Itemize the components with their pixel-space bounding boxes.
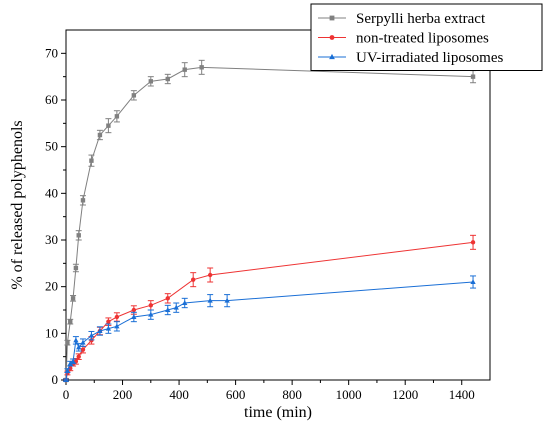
data-point (65, 340, 70, 345)
data-point (89, 158, 94, 163)
x-tick-label: 0 (63, 387, 70, 402)
y-tick-label: 30 (45, 232, 58, 247)
legend-label: UV-irradiated liposomes (356, 50, 503, 66)
data-point (173, 304, 179, 310)
data-point (165, 76, 170, 82)
series-line (65, 66, 474, 381)
plot-frame (65, 29, 491, 381)
y-tick-label: 50 (45, 139, 58, 154)
data-point (470, 240, 476, 245)
data-point (106, 319, 111, 324)
data-point (97, 132, 103, 138)
data-point (70, 358, 76, 364)
legend-label: non-treated liposomes (356, 31, 489, 47)
data-point (76, 344, 82, 350)
data-point (199, 65, 204, 70)
series-2 (63, 234, 477, 383)
y-tick-label: 40 (45, 185, 58, 200)
x-tick-label: 400 (169, 387, 189, 402)
x-tick-label: 1200 (392, 387, 418, 402)
axes: 0 200 400 600 800 1000 1200 1400 0 10 20 30 40 50 60 70 (45, 29, 491, 402)
y-tick-label: 20 (45, 279, 58, 294)
data-point (70, 296, 76, 301)
legend-label: Serpylli herba extract (356, 11, 486, 27)
data-point (470, 74, 476, 79)
data-point (68, 319, 73, 324)
data-point (105, 325, 112, 331)
x-tick-label: 800 (282, 387, 302, 402)
data-point (191, 277, 196, 282)
data-point (73, 265, 79, 271)
x-tick-label: 600 (226, 387, 246, 402)
legend: Serpylli herba extract non-treated liposo… (310, 3, 543, 71)
series-3 (63, 275, 477, 382)
series-line (65, 281, 474, 381)
x-tick-label: 200 (113, 387, 133, 402)
data-point (80, 347, 86, 352)
data-point (165, 296, 170, 301)
data-point (182, 67, 187, 72)
data-point (148, 79, 153, 84)
data-point (131, 307, 137, 313)
data-point (165, 307, 171, 312)
legend-box (310, 3, 543, 71)
legend-marker (329, 15, 335, 21)
data-point (64, 367, 71, 373)
legend-marker (329, 35, 335, 40)
legend-marker (329, 53, 335, 60)
data-point (106, 123, 111, 128)
data-point (114, 114, 120, 119)
data-point (80, 339, 86, 345)
data-point (182, 300, 188, 305)
data-point (148, 311, 154, 317)
data-point (207, 272, 213, 278)
data-point (470, 279, 476, 284)
data-point (73, 337, 79, 343)
data-point (114, 323, 120, 329)
y-tick-label: 70 (45, 45, 58, 60)
data-point (131, 93, 137, 98)
x-tick-label: 1000 (336, 387, 362, 402)
series-line (65, 241, 474, 381)
data-point (207, 297, 213, 303)
x-tick-label: 1400 (449, 387, 475, 402)
data-point (131, 314, 137, 319)
series-1 (63, 59, 477, 383)
data-point (63, 377, 69, 382)
y-tick-label: 10 (45, 325, 58, 340)
y-tick-label: 0 (52, 372, 59, 387)
data-point (224, 297, 230, 303)
data-point (80, 198, 86, 203)
data-point (114, 314, 120, 320)
data-point (97, 328, 103, 333)
x-axis-title: time (min) (244, 404, 312, 421)
series-layer (63, 59, 477, 383)
y-tick-label: 60 (45, 92, 58, 107)
y-axis-title: % of released polyphenols (9, 120, 26, 289)
data-point (76, 354, 81, 359)
data-point (148, 303, 153, 308)
data-point (88, 332, 95, 338)
data-point (76, 233, 81, 238)
